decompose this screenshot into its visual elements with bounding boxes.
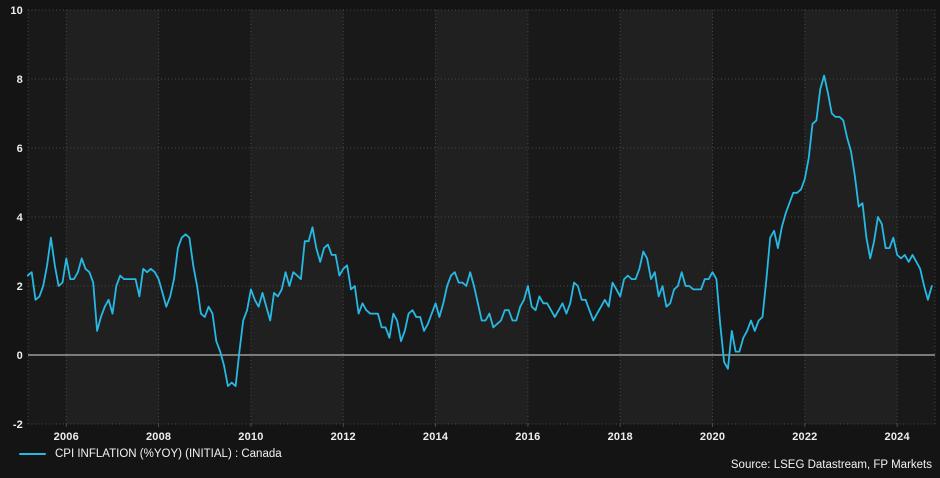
y-tick-label: 10: [10, 5, 23, 17]
x-tick-label: 2024: [885, 431, 911, 443]
legend: CPI INFLATION (%YOY) (INITIAL) : Canada: [19, 448, 282, 460]
x-tick-label: 2016: [515, 431, 540, 443]
source-note: Source: LSEG Datastream, FP Markets: [730, 459, 932, 471]
legend-label: CPI INFLATION (%YOY) (INITIAL) : Canada: [55, 448, 282, 460]
x-tick-label: 2008: [146, 431, 171, 443]
x-tick-label: 2014: [423, 431, 449, 443]
y-tick-label: 0: [17, 350, 23, 362]
x-tick-label: 2020: [700, 431, 725, 443]
cpi-line: [26, 74, 933, 387]
y-tick-label: 4: [17, 212, 24, 224]
legend-line-swatch: [19, 452, 46, 456]
y-tick-label: 6: [17, 143, 23, 155]
x-tick-label: 2006: [54, 431, 79, 443]
x-tick-label: 2018: [608, 431, 633, 443]
x-tick-label: 2022: [792, 431, 817, 443]
x-tick-label: 2010: [238, 431, 263, 443]
x-tick-label: 2012: [331, 431, 356, 443]
y-tick-label: -2: [13, 419, 23, 431]
y-tick-label: 2: [17, 281, 23, 293]
plot-band: [435, 10, 528, 424]
y-tick-label: 8: [17, 74, 23, 86]
